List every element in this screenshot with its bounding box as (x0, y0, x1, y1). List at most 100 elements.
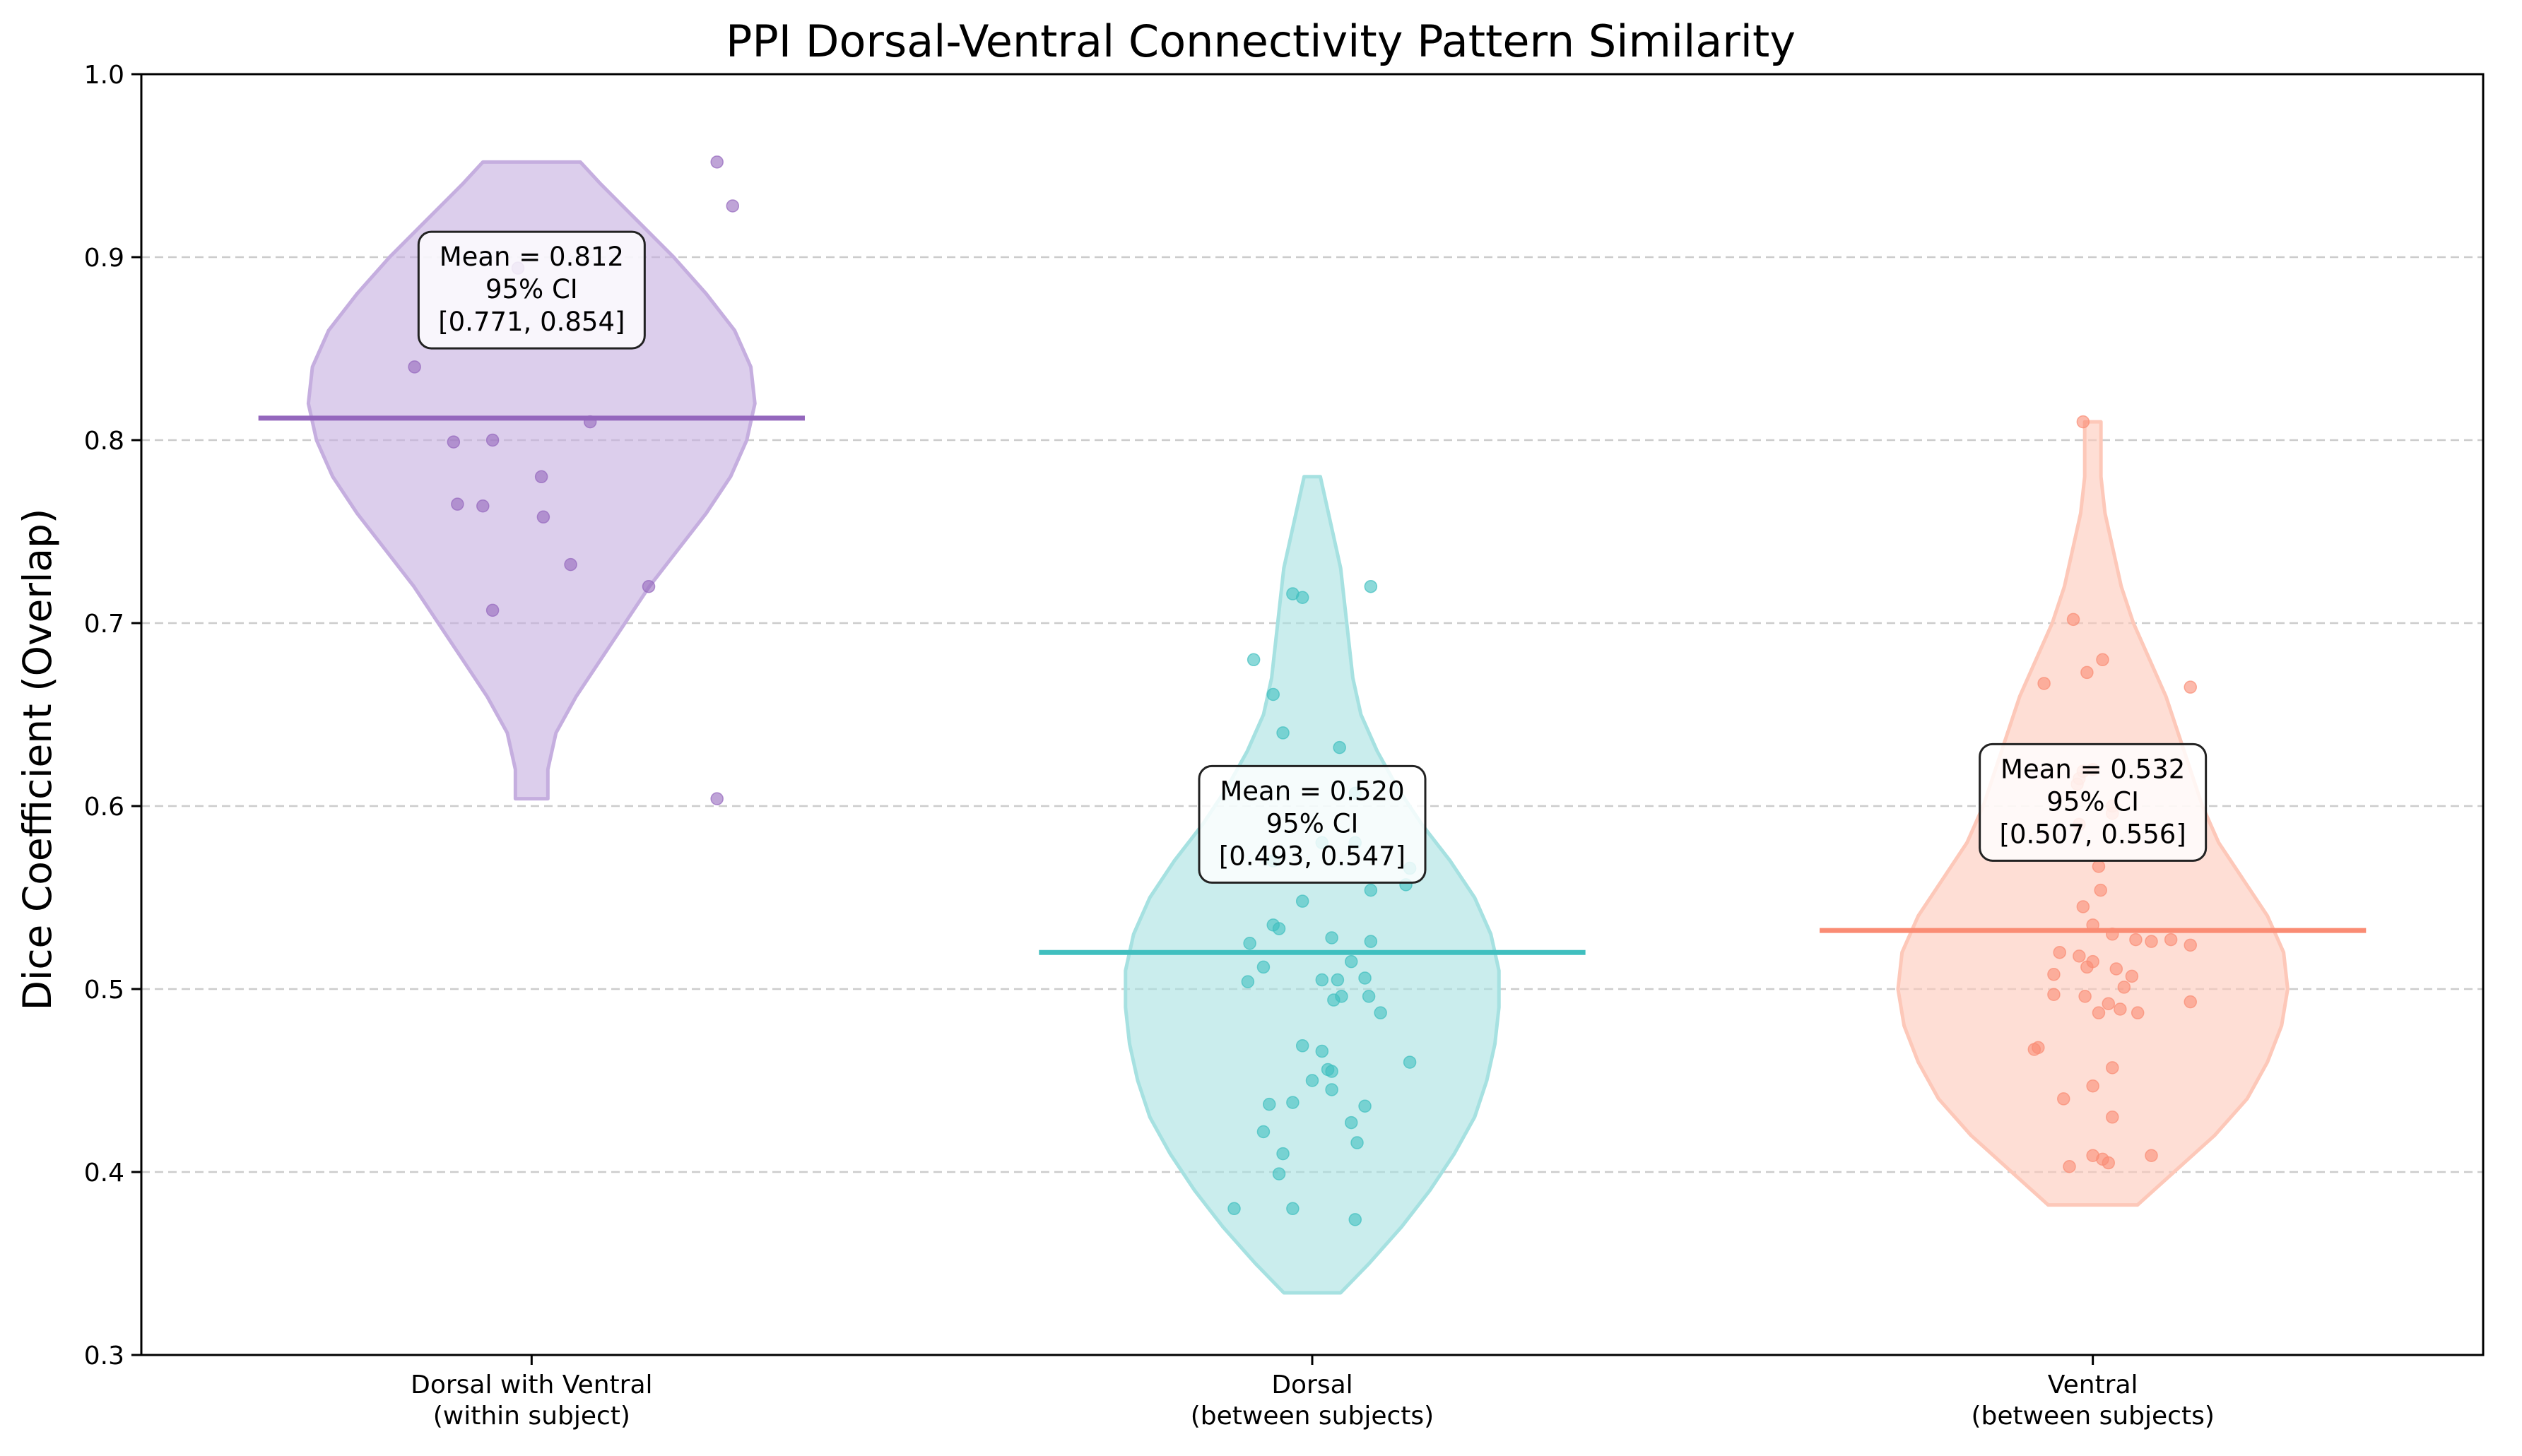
data-point (642, 579, 656, 593)
data-point (1350, 1136, 1364, 1149)
x-axis: Dorsal with Ventral (within subject) Dorsa… (411, 1355, 2215, 1431)
annotation-text: Mean = 0.532 (2000, 754, 2185, 784)
data-point (2086, 1079, 2099, 1093)
data-point (1358, 971, 1372, 985)
data-point (1327, 993, 1340, 1007)
data-point (726, 199, 740, 213)
data-point (1403, 1055, 1417, 1069)
x-tick-label: Dorsal (1271, 1371, 1353, 1399)
data-point (1325, 931, 1338, 945)
data-point (2073, 949, 2086, 963)
data-point (1227, 1202, 1241, 1216)
data-point (1272, 922, 1286, 935)
data-point (1276, 1147, 1290, 1161)
data-point (534, 470, 548, 484)
data-point (1272, 1167, 1286, 1180)
y-axis-label: Dice Coefficient (Overlap) (15, 509, 60, 1011)
data-point (2056, 1092, 2070, 1106)
data-point (2164, 933, 2178, 947)
annotation-box (1979, 742, 2208, 862)
data-point (2102, 1156, 2116, 1170)
data-point (1295, 894, 1309, 908)
data-point (1348, 1213, 1362, 1226)
data-point (1243, 937, 1256, 950)
data-point (1358, 1099, 1372, 1113)
data-point (451, 497, 464, 511)
data-point (536, 510, 550, 524)
annotation-text: [0.507, 0.556] (2000, 819, 2186, 849)
y-tick-label: 0.8 (84, 427, 124, 456)
data-point (1364, 883, 1378, 897)
data-point (2066, 612, 2080, 627)
data-point (2063, 1159, 2076, 1173)
y-tick-label: 0.7 (84, 610, 124, 639)
data-point (710, 792, 724, 805)
data-point (2076, 900, 2090, 913)
data-point (2184, 995, 2197, 1009)
annotation-text: [0.771, 0.854] (438, 307, 625, 337)
y-tick-label: 0.5 (84, 976, 124, 1005)
data-point (1364, 935, 1378, 948)
data-point (2080, 960, 2094, 974)
y-tick-label: 0.6 (84, 793, 124, 822)
data-point (1344, 954, 1358, 969)
data-point (2094, 883, 2107, 897)
data-point (485, 433, 500, 447)
annotation-text: 95% CI (2046, 786, 2139, 817)
data-point (1305, 1074, 1319, 1087)
annotation-text: [0.493, 0.547] (1219, 841, 1406, 871)
data-point (2129, 933, 2143, 947)
data-point (2080, 665, 2094, 680)
data-point (1266, 687, 1280, 702)
data-point (2037, 677, 2051, 690)
data-point (710, 155, 724, 169)
data-point (2131, 1006, 2145, 1019)
y-tick-label: 0.3 (84, 1342, 124, 1371)
data-point (564, 557, 577, 572)
data-point (1276, 726, 1290, 740)
data-point (1364, 579, 1378, 593)
data-point (1325, 1065, 1338, 1078)
data-point (2027, 1043, 2041, 1056)
data-point (2047, 968, 2061, 981)
data-point (2078, 990, 2092, 1003)
data-point (2184, 938, 2197, 952)
data-point (2125, 969, 2139, 983)
data-point (1286, 1096, 1300, 1109)
chart-title: PPI Dorsal-Ventral Connectivity Pattern … (726, 16, 1796, 67)
annotation-text: 95% CI (1266, 808, 1359, 839)
data-point (2145, 1149, 2158, 1162)
y-tick-label: 1.0 (84, 61, 124, 90)
data-point (1256, 960, 1271, 974)
x-tick-sublabel: (within subject) (433, 1402, 630, 1431)
annotation-text: Mean = 0.520 (1220, 776, 1404, 806)
annotation-box (417, 230, 646, 350)
y-tick-label: 0.4 (84, 1159, 124, 1188)
data-point (485, 603, 500, 617)
data-point (1344, 1115, 1358, 1130)
data-point (2092, 860, 2106, 873)
data-point (2145, 935, 2158, 948)
data-point (2184, 680, 2197, 694)
data-point (1295, 591, 1309, 604)
data-point (1286, 1202, 1300, 1216)
violin-body (1124, 475, 1501, 1295)
data-point (2109, 962, 2123, 976)
data-point (1256, 1125, 1271, 1139)
data-point (1331, 973, 1345, 987)
data-point (1374, 1006, 1387, 1019)
y-tick-label: 0.9 (84, 244, 124, 273)
data-point (476, 499, 490, 513)
x-tick-sublabel: (between subjects) (1971, 1402, 2214, 1431)
data-point (2106, 1111, 2119, 1124)
data-point (408, 360, 421, 374)
annotation-box (1198, 764, 1427, 884)
data-point (1262, 1097, 1276, 1111)
data-point (1333, 740, 1346, 754)
data-point (1247, 653, 1261, 667)
